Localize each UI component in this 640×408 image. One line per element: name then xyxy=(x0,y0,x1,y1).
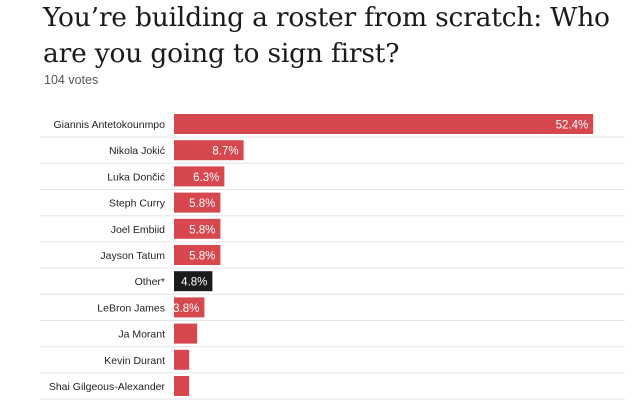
bar xyxy=(174,349,190,370)
category-label: Steph Curry xyxy=(109,198,166,210)
value-label: 6.3% xyxy=(193,172,219,184)
vote-count: 104 votes xyxy=(44,73,99,87)
category-label: Nikola Jokić xyxy=(109,145,165,157)
value-label: 3.8% xyxy=(173,303,199,315)
bar xyxy=(174,245,221,265)
bar xyxy=(174,297,205,318)
bar xyxy=(174,166,225,187)
category-label: Shai Gilgeous-Alexander xyxy=(49,381,166,393)
bar xyxy=(174,140,244,161)
bar xyxy=(174,218,221,239)
value-label: 5.8% xyxy=(189,251,215,263)
bar xyxy=(174,323,198,344)
poll-title: You’re building a roster from scratch: W… xyxy=(43,2,610,69)
value-label: 8.7% xyxy=(212,146,238,158)
category-label: Joel Embiid xyxy=(111,224,165,236)
value-label: 5.8% xyxy=(189,224,215,236)
category-label: Jayson Tatum xyxy=(100,250,165,262)
category-label: LeBron James xyxy=(97,302,165,314)
category-label: Ja Morant xyxy=(118,329,165,341)
value-label: 5.8% xyxy=(189,198,215,210)
bar xyxy=(174,271,213,292)
category-label: Other* xyxy=(135,276,165,288)
value-label: 52.4% xyxy=(556,120,589,132)
category-label: Kevin Durant xyxy=(104,355,165,367)
category-label: Giannis Antetokounmpo xyxy=(54,119,166,131)
bar xyxy=(174,114,594,134)
value-label: 4.8% xyxy=(181,277,207,289)
bar xyxy=(174,376,190,396)
category-label: Luka Dončić xyxy=(107,171,165,183)
bar xyxy=(174,192,221,213)
